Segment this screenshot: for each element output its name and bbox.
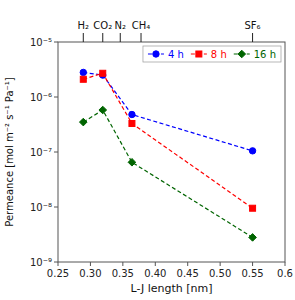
point bbox=[128, 158, 136, 166]
x-tick-label: 0.25 bbox=[47, 268, 69, 279]
point bbox=[129, 111, 135, 117]
y-axis: 10⁻⁹ 10⁻⁸ 10⁻⁷ 10⁻⁶ 10⁻⁵ bbox=[30, 37, 58, 268]
legend-label: 8 h bbox=[211, 49, 227, 60]
x-tick-label: 0.35 bbox=[112, 268, 134, 279]
point bbox=[80, 69, 86, 75]
y-tick-label: 10⁻⁹ bbox=[30, 257, 52, 268]
point bbox=[79, 118, 87, 126]
legend-marker bbox=[238, 50, 246, 58]
x-tick bbox=[122, 262, 123, 266]
x-tick bbox=[58, 262, 59, 266]
series bbox=[80, 69, 256, 154]
plot-frame bbox=[58, 42, 285, 262]
y-tick bbox=[54, 207, 58, 208]
legend: 4 h 8 h 16 h bbox=[143, 46, 281, 62]
series-line bbox=[83, 73, 252, 208]
plot-data bbox=[79, 69, 256, 241]
y-tick-label: 10⁻⁸ bbox=[30, 202, 52, 213]
legend-box bbox=[143, 46, 281, 62]
top-tick-label: SF₆ bbox=[245, 20, 261, 31]
x-axis: 0.25 0.30 0.35 0.40 0.45 0.50 0.55 0.6 bbox=[47, 262, 293, 279]
legend-label: 16 h bbox=[254, 49, 276, 60]
top-tick bbox=[102, 33, 103, 42]
x-tick-label: 0.55 bbox=[241, 268, 263, 279]
top-tick-label: H₂ bbox=[78, 20, 90, 31]
x-tick bbox=[252, 262, 253, 266]
x-tick-label: 0.30 bbox=[79, 268, 101, 279]
y-tick bbox=[54, 152, 58, 153]
point bbox=[249, 234, 257, 242]
point bbox=[249, 148, 255, 154]
legend-entry: 8 h bbox=[191, 49, 227, 60]
point bbox=[80, 76, 86, 82]
y-axis-label: Permeance [mol m⁻² s⁻¹ Pa⁻¹] bbox=[4, 77, 15, 227]
legend-entry: 4 h bbox=[148, 49, 184, 60]
top-tick-label: N₂ bbox=[115, 20, 127, 31]
x-tick bbox=[155, 262, 156, 266]
top-tick bbox=[252, 33, 253, 42]
x-tick bbox=[285, 262, 286, 266]
legend-label: 4 h bbox=[168, 49, 184, 60]
point bbox=[129, 120, 135, 126]
x-tick bbox=[90, 262, 91, 266]
top-tick bbox=[141, 33, 142, 42]
top-tick bbox=[83, 33, 84, 42]
legend-marker bbox=[196, 51, 202, 57]
point bbox=[99, 106, 107, 114]
y-tick-label: 10⁻⁵ bbox=[30, 37, 52, 48]
top-axis: H₂CO₂N₂ CH₄ SF₆ bbox=[78, 20, 261, 42]
x-tick bbox=[187, 262, 188, 266]
point bbox=[250, 205, 256, 211]
x-tick-label: 0.6 bbox=[277, 268, 293, 279]
series bbox=[80, 70, 255, 211]
top-tick-label: CO₂ bbox=[93, 20, 112, 31]
x-tick-label: 0.40 bbox=[144, 268, 166, 279]
y-tick-label: 10⁻⁶ bbox=[30, 92, 52, 103]
y-tick bbox=[54, 42, 58, 43]
legend-marker bbox=[153, 51, 159, 57]
top-tick-label: CH₄ bbox=[132, 20, 151, 31]
legend-entry: 16 h bbox=[234, 49, 276, 60]
series-line bbox=[83, 110, 252, 237]
x-tick-label: 0.45 bbox=[177, 268, 199, 279]
y-tick bbox=[54, 97, 58, 98]
y-tick-label: 10⁻⁷ bbox=[30, 147, 52, 158]
series bbox=[79, 106, 256, 241]
x-tick-label: 0.50 bbox=[209, 268, 231, 279]
point bbox=[100, 70, 106, 76]
y-tick bbox=[54, 262, 58, 263]
chart: 0.25 0.30 0.35 0.40 0.45 0.50 0.55 0.6 L-J lengt… bbox=[0, 0, 295, 300]
x-axis-label: L-J length [nm] bbox=[130, 282, 212, 295]
top-tick bbox=[120, 33, 121, 42]
x-tick bbox=[220, 262, 221, 266]
